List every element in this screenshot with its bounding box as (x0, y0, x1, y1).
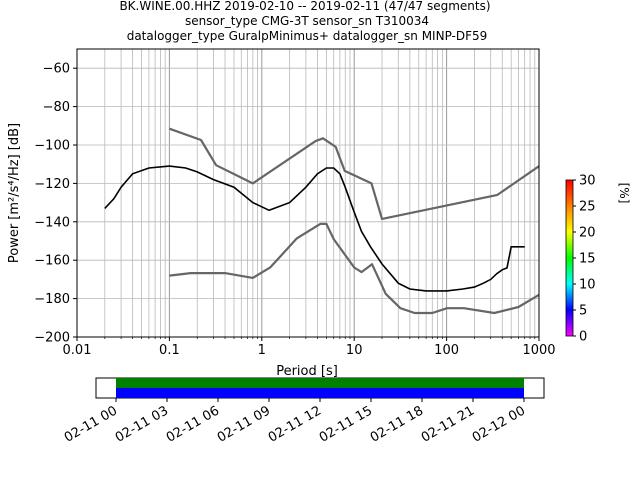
plot-background (77, 49, 539, 337)
y-tick-label: −140 (34, 215, 70, 230)
colorbar-tick-label: 20 (579, 226, 596, 241)
y-tick-label: −180 (34, 292, 70, 307)
x-tick-label: 10 (346, 343, 363, 358)
colorbar-gradient (565, 179, 574, 337)
x-tick-label: 100 (434, 343, 459, 358)
timeline-tick-label: 02-11 00 (62, 403, 120, 445)
coverage-bar-1 (116, 388, 524, 398)
figure-title-line-2: sensor_type CMG-3T sensor_sn T310034 (185, 14, 429, 28)
x-axis-ticks: 0.01 0.1 1 10 100 1000 (63, 337, 556, 358)
plot-frame (76, 48, 540, 338)
y-tick-label: −100 (34, 139, 70, 154)
noise-model-nhnm (169, 127, 539, 220)
coverage-bar-0 (116, 378, 524, 388)
colorbar-tick-label: 30 (579, 174, 596, 189)
timeline-tick-label: 02-12 00 (470, 403, 528, 445)
coverage-bars (116, 378, 524, 398)
x-tick-label: 1 (258, 343, 266, 358)
timeline-tick-label: 02-11 06 (164, 403, 222, 445)
y-tick-label: −80 (43, 100, 70, 115)
timeline-tick-label: 02-11 15 (317, 403, 375, 445)
x-tick-label: 0.01 (63, 343, 92, 358)
y-axis-ticks: −200 −180 −160 −140 −120 −100 −80 −60 (34, 62, 77, 346)
colorbar-tick-label: 0 (579, 330, 587, 345)
y-tick-label: −120 (34, 177, 70, 192)
figure-title-line-1: BK.WINE.00.HHZ 2019-02-10 -- 2019-02-11 … (119, 0, 490, 13)
colorbar-tick-label: 10 (579, 278, 596, 293)
ppsd-plot-area: 0.01 0.1 1 10 100 1000 −200 −180 −160 −140 −120 −1… (7, 48, 556, 379)
timeline-tick-label: 02-11 12 (266, 403, 324, 445)
timeline-tick-label: 02-11 03 (113, 403, 171, 445)
timeline-tick-label: 02-11 21 (419, 403, 477, 445)
y-tick-label: −60 (43, 62, 70, 77)
y-axis-label: Power [m²/s⁴/Hz] [dB] (7, 123, 22, 263)
timeline-tick-label: 02-11 09 (215, 403, 273, 445)
colorbar-tick-label: 15 (579, 252, 596, 267)
noise-model-curves (169, 127, 539, 315)
mode-curve (104, 165, 525, 292)
noise-model-nlnm (169, 222, 539, 315)
plot-grid (77, 49, 539, 337)
y-tick-label: −160 (34, 254, 70, 269)
x-axis-label: Period [s] (276, 364, 338, 379)
x-tick-label: 0.1 (159, 343, 180, 358)
mode-curve-group (104, 165, 525, 292)
colorbar-ticks: 0 5 10 15 20 25 30 (573, 174, 596, 345)
colorbar: 0 5 10 15 20 25 30 [%] (565, 174, 631, 345)
colorbar-tick-label: 25 (579, 200, 596, 215)
colorbar-tick-label: 5 (579, 304, 587, 319)
colorbar-label: [%] (617, 183, 631, 204)
x-tick-label: 1000 (522, 343, 555, 358)
y-tick-label: −200 (34, 331, 70, 346)
timeline-tick-label: 02-11 18 (368, 403, 426, 445)
figure-title-line-3: datalogger_type GuralpMinimus+ datalogge… (127, 29, 488, 43)
